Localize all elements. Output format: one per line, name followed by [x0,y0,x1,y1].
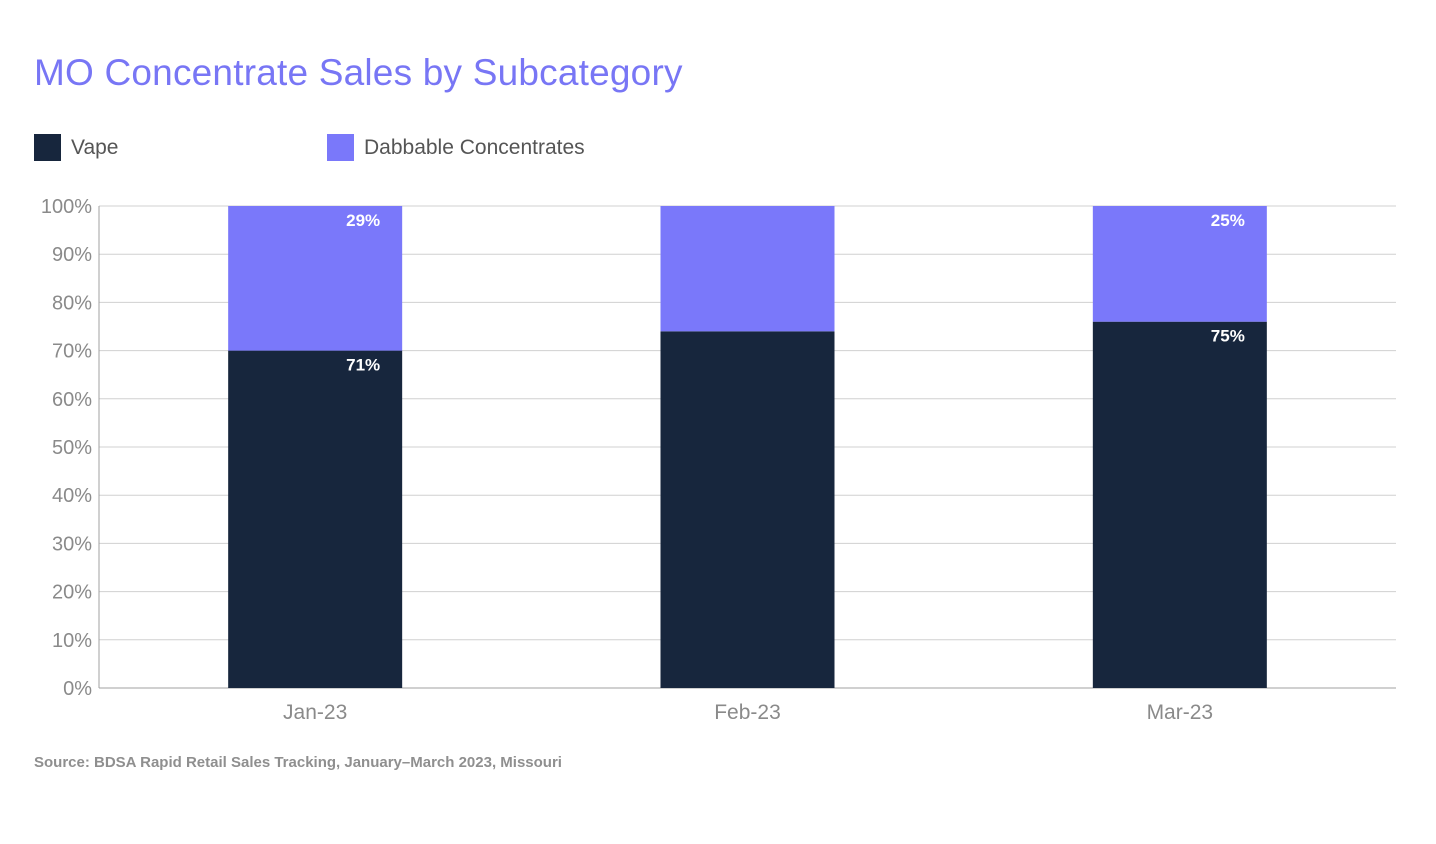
y-tick-label: 80% [52,292,92,314]
legend-swatch-dabbable [327,134,354,161]
y-tick-label: 30% [52,533,92,555]
bar-vape [1092,321,1267,688]
x-tick-label: Mar-23 [1147,701,1214,724]
legend-label-dabbable: Dabbable Concentrates [364,135,585,159]
data-label-dabbable: 25% [1211,211,1245,230]
y-tick-label: 70% [52,341,92,363]
data-label-vape: 75% [1211,327,1245,346]
y-tick-label: 20% [52,582,92,604]
y-tick-label: 50% [52,437,92,459]
y-tick-label: 100% [41,196,92,218]
bar-vape [228,350,403,688]
legend-swatch-vape [34,134,61,161]
bar-dabbable [1092,206,1267,322]
data-label-dabbable: 29% [346,211,380,230]
legend-item-vape: Vape [34,134,119,161]
y-tick-label: 90% [52,244,92,266]
y-tick-label: 10% [52,630,92,652]
y-tick-label: 60% [52,389,92,411]
legend-item-dabbable: Dabbable Concentrates [327,134,585,161]
bar-vape [660,331,835,688]
bar-dabbable [228,206,403,351]
y-tick-label: 40% [52,485,92,507]
y-tick-label: 0% [63,678,92,700]
chart-title: MO Concentrate Sales by Subcategory [34,52,683,93]
data-label-vape: 71% [346,356,380,375]
bar-dabbable [660,206,835,332]
x-tick-label: Feb-23 [714,701,781,724]
x-tick-label: Jan-23 [283,701,347,724]
legend-label-vape: Vape [71,135,119,159]
source-note: Source: BDSA Rapid Retail Sales Tracking… [34,754,562,771]
